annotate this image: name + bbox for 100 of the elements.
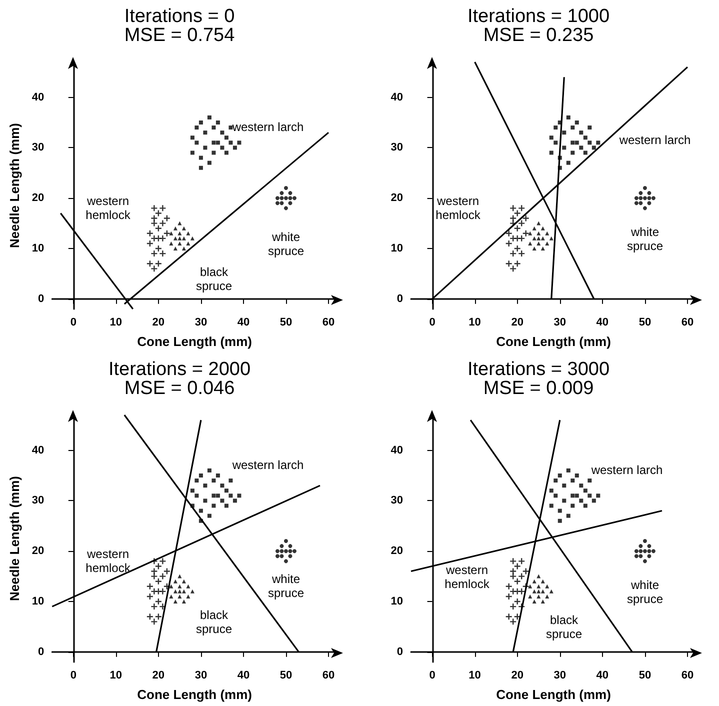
point <box>237 494 242 498</box>
x-axis-title: Cone Length (mm) <box>137 687 252 702</box>
point <box>596 494 600 498</box>
y-tick-label: 20 <box>32 545 44 558</box>
annotation: western hemlock <box>444 563 490 591</box>
point <box>536 589 541 594</box>
point <box>182 589 186 594</box>
point <box>182 579 186 584</box>
point <box>642 539 647 544</box>
y-tick-label: 10 <box>390 242 403 255</box>
annotation: western larch <box>590 463 663 477</box>
point <box>178 589 182 594</box>
point <box>155 563 162 570</box>
point <box>566 115 570 120</box>
point <box>570 504 575 508</box>
point <box>288 544 292 548</box>
point <box>554 494 558 498</box>
point <box>169 594 174 598</box>
y-tick-label: 0 <box>38 646 44 658</box>
point <box>151 220 158 226</box>
annotation: white spruce <box>626 225 664 253</box>
point <box>216 140 220 145</box>
point <box>574 473 579 478</box>
point <box>574 494 579 498</box>
point <box>212 504 216 508</box>
point <box>506 240 512 246</box>
point <box>198 156 203 160</box>
point <box>545 584 550 588</box>
point <box>280 191 284 196</box>
point <box>540 600 545 604</box>
point <box>536 584 541 588</box>
x-tick-label: 40 <box>237 316 250 328</box>
annotation: black spruce <box>546 613 582 641</box>
x-tick-label: 60 <box>681 670 694 682</box>
annotation: black spruce <box>196 265 232 293</box>
point <box>228 140 233 145</box>
point <box>514 246 520 252</box>
point <box>216 473 220 478</box>
point <box>514 260 520 267</box>
point <box>566 468 570 472</box>
point <box>275 196 280 200</box>
point <box>155 578 162 584</box>
point <box>532 600 536 604</box>
chart-subtitle: MSE = 0.754 <box>124 25 236 46</box>
point <box>532 246 536 251</box>
y-tick-label: 30 <box>32 494 44 507</box>
y-tick-label: 30 <box>390 494 403 507</box>
point <box>288 196 292 200</box>
y-tick-label: 40 <box>32 444 44 456</box>
point <box>528 231 532 236</box>
x-tick-label: 60 <box>322 316 335 328</box>
point <box>198 473 203 478</box>
point <box>518 573 525 580</box>
point <box>160 558 166 564</box>
point <box>182 236 186 240</box>
chart-subtitle: MSE = 0.235 <box>483 25 594 46</box>
point <box>566 160 570 165</box>
point <box>562 130 566 135</box>
y-tick-label: 30 <box>390 142 403 154</box>
x-axis-title: Cone Length (mm) <box>496 687 611 702</box>
point <box>288 554 292 558</box>
point <box>203 130 208 135</box>
annotation: western hemlock <box>86 194 132 222</box>
point <box>186 231 190 236</box>
x-tick-label: 30 <box>554 316 566 328</box>
annotation: western larch <box>231 458 304 472</box>
y-tick-label: 0 <box>396 292 403 305</box>
point <box>562 146 566 150</box>
point <box>178 594 182 598</box>
point <box>647 201 652 206</box>
point <box>634 201 638 206</box>
point <box>194 478 199 483</box>
y-tick-label: 10 <box>390 596 403 608</box>
point <box>506 260 512 267</box>
point <box>151 250 158 257</box>
x-tick-label: 30 <box>554 670 566 682</box>
point <box>228 494 233 498</box>
point <box>190 589 194 594</box>
point <box>280 196 284 200</box>
point <box>583 504 588 508</box>
point <box>212 478 216 483</box>
point <box>642 186 647 190</box>
x-tick-label: 20 <box>511 316 524 328</box>
annotation: western hemlock <box>86 547 132 575</box>
point <box>203 146 208 150</box>
point <box>540 589 545 594</box>
point <box>207 115 212 120</box>
point <box>182 246 186 251</box>
annotation: western larch <box>618 133 691 147</box>
point <box>288 201 292 206</box>
point <box>647 191 652 196</box>
point <box>570 126 575 130</box>
point <box>579 498 584 503</box>
point <box>510 558 516 564</box>
point <box>536 221 541 226</box>
point <box>224 136 228 140</box>
point <box>518 220 525 226</box>
point <box>194 140 199 145</box>
point <box>536 241 541 246</box>
point <box>207 468 212 472</box>
